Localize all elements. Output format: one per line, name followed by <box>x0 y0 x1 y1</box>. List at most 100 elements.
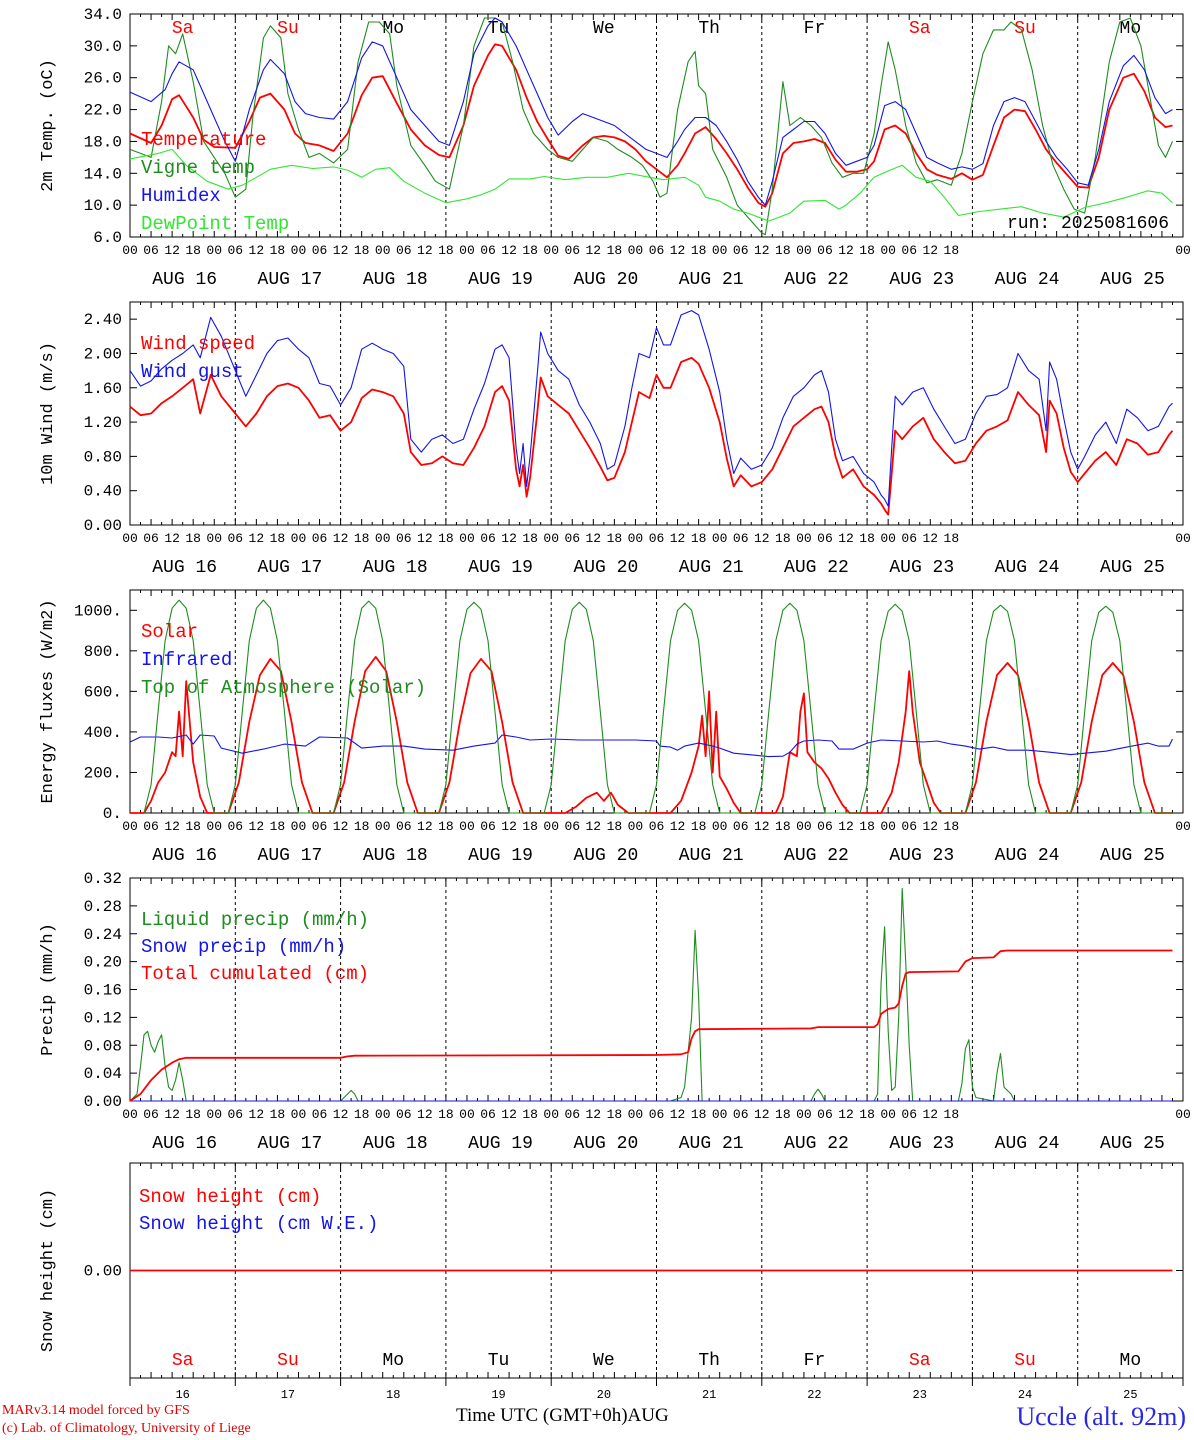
hour-tick-label: 18 <box>354 243 370 258</box>
hour-tick-label: 12 <box>333 819 349 834</box>
hour-tick-label: 06 <box>901 819 917 834</box>
flux-y-tick-label: 800. <box>84 643 122 661</box>
weekday-label: Sa <box>172 19 194 39</box>
hour-tick-label: 00 <box>880 1107 896 1122</box>
hour-tick-label: 12 <box>922 243 938 258</box>
date-label: AUG 22 <box>784 558 849 578</box>
hour-tick-label: 12 <box>249 1107 265 1122</box>
hour-tick-label: 18 <box>270 531 286 546</box>
hour-tick-label: 06 <box>901 531 917 546</box>
date-label: AUG 23 <box>889 846 954 866</box>
hour-tick-label: 00 <box>122 1107 138 1122</box>
hour-tick-label: 18 <box>691 819 707 834</box>
hour-tick-label: 18 <box>607 819 623 834</box>
wind-y-tick-label: 0.80 <box>84 448 122 466</box>
temp-frame <box>129 13 1184 238</box>
hour-tick-label: 18 <box>522 243 538 258</box>
weekday-label: Su <box>1014 1351 1036 1371</box>
hour-tick-label: 18 <box>775 819 791 834</box>
hour-tick-label: 00 <box>628 531 644 546</box>
hour-tick-label: 18 <box>185 243 201 258</box>
temp-y-tick-label: 22.0 <box>84 102 122 120</box>
lab-credit: (c) Lab. of Climatology, University of L… <box>2 1421 251 1436</box>
hour-tick-label: 06 <box>564 1107 580 1122</box>
date-label: AUG 24 <box>995 270 1060 290</box>
hour-tick-label: 12 <box>586 819 602 834</box>
weekday-label: Tu <box>488 1351 510 1371</box>
hour-tick-label: 00 <box>1175 243 1191 258</box>
hour-tick-label: 06 <box>733 531 749 546</box>
weekday-label: We <box>593 19 615 39</box>
date-label: AUG 21 <box>679 558 744 578</box>
hour-tick-label: 12 <box>333 243 349 258</box>
hour-tick-label: 06 <box>733 819 749 834</box>
hour-tick-label: 06 <box>901 1107 917 1122</box>
hour-tick-label: 12 <box>164 1107 180 1122</box>
date-label: AUG 17 <box>258 270 323 290</box>
hour-tick-label: 18 <box>775 243 791 258</box>
precip-legend-item: Total cumulated (cm) <box>141 963 369 985</box>
hour-tick-label: 12 <box>417 819 433 834</box>
hour-tick-label: 00 <box>1175 1107 1191 1122</box>
hour-tick-label: 12 <box>838 531 854 546</box>
temp-series-humidex <box>129 17 1173 206</box>
hour-tick-label: 12 <box>586 1107 602 1122</box>
wind-y-tick-label: 1.60 <box>84 380 122 398</box>
hour-tick-label: 00 <box>880 243 896 258</box>
weekday-label: Fr <box>804 1351 826 1371</box>
hour-tick-label: 06 <box>143 1107 159 1122</box>
hour-tick-label: 12 <box>501 819 517 834</box>
hour-tick-label: 12 <box>922 819 938 834</box>
weekday-label: Th <box>698 1351 720 1371</box>
hour-tick-label: 06 <box>817 819 833 834</box>
hour-tick-label: 18 <box>185 1107 201 1122</box>
date-label: AUG 25 <box>1100 1134 1165 1154</box>
hour-tick-label: 06 <box>817 243 833 258</box>
wind-y-tick-label: 1.20 <box>84 414 122 432</box>
flux-y-tick-label: 400. <box>84 724 122 742</box>
hour-tick-label: 00 <box>543 243 559 258</box>
hour-tick-label: 18 <box>944 243 960 258</box>
hour-tick-label: 00 <box>291 1107 307 1122</box>
date-label: AUG 25 <box>1100 846 1165 866</box>
station-name: Uccle (alt. 92m) <box>1016 1402 1186 1431</box>
hour-tick-label: 18 <box>438 531 454 546</box>
wind-series-wind-gust <box>129 310 1173 507</box>
hour-tick-label: 12 <box>922 1107 938 1122</box>
hour-tick-label: 06 <box>901 243 917 258</box>
hour-tick-label: 06 <box>817 1107 833 1122</box>
temp-y-tick-label: 34.0 <box>84 6 122 24</box>
date-label: AUG 23 <box>889 558 954 578</box>
hour-tick-label: 18 <box>354 1107 370 1122</box>
hour-tick-label: 06 <box>480 1107 496 1122</box>
temp-legend-item: Temperature <box>141 129 266 151</box>
wind-y-tick-label: 0.40 <box>84 483 122 501</box>
hour-tick-label: 06 <box>649 819 665 834</box>
hour-tick-label: 06 <box>564 819 580 834</box>
hour-tick-label: 06 <box>396 531 412 546</box>
hour-tick-label: 18 <box>438 243 454 258</box>
hour-tick-label: 00 <box>1175 531 1191 546</box>
snow-y-axis-label: Snow height (cm) <box>39 1189 58 1352</box>
hour-tick-label: 06 <box>480 531 496 546</box>
hour-tick-label: 18 <box>438 819 454 834</box>
hour-tick-label: 06 <box>649 243 665 258</box>
wind-y-tick-label: 2.00 <box>84 345 122 363</box>
temp-legend-item: Humidex <box>141 185 221 207</box>
day-number-label: 18 <box>386 1388 400 1402</box>
x-axis-title: Time UTC (GMT+0h)AUG <box>456 1405 669 1427</box>
temp-legend-item: Vigne temp <box>141 157 255 179</box>
hour-tick-label: 00 <box>628 1107 644 1122</box>
flux-y-tick-label: 0. <box>103 805 122 823</box>
date-label: AUG 18 <box>363 558 428 578</box>
hour-tick-label: 18 <box>691 1107 707 1122</box>
hour-tick-label: 12 <box>417 1107 433 1122</box>
hour-tick-label: 06 <box>649 531 665 546</box>
date-label: AUG 19 <box>468 558 533 578</box>
date-label: AUG 19 <box>468 1134 533 1154</box>
hour-tick-label: 06 <box>227 819 243 834</box>
precip-y-tick-label: 0.28 <box>84 898 122 916</box>
hour-tick-label: 18 <box>944 1107 960 1122</box>
hour-tick-label: 18 <box>691 243 707 258</box>
date-label: AUG 19 <box>468 270 533 290</box>
